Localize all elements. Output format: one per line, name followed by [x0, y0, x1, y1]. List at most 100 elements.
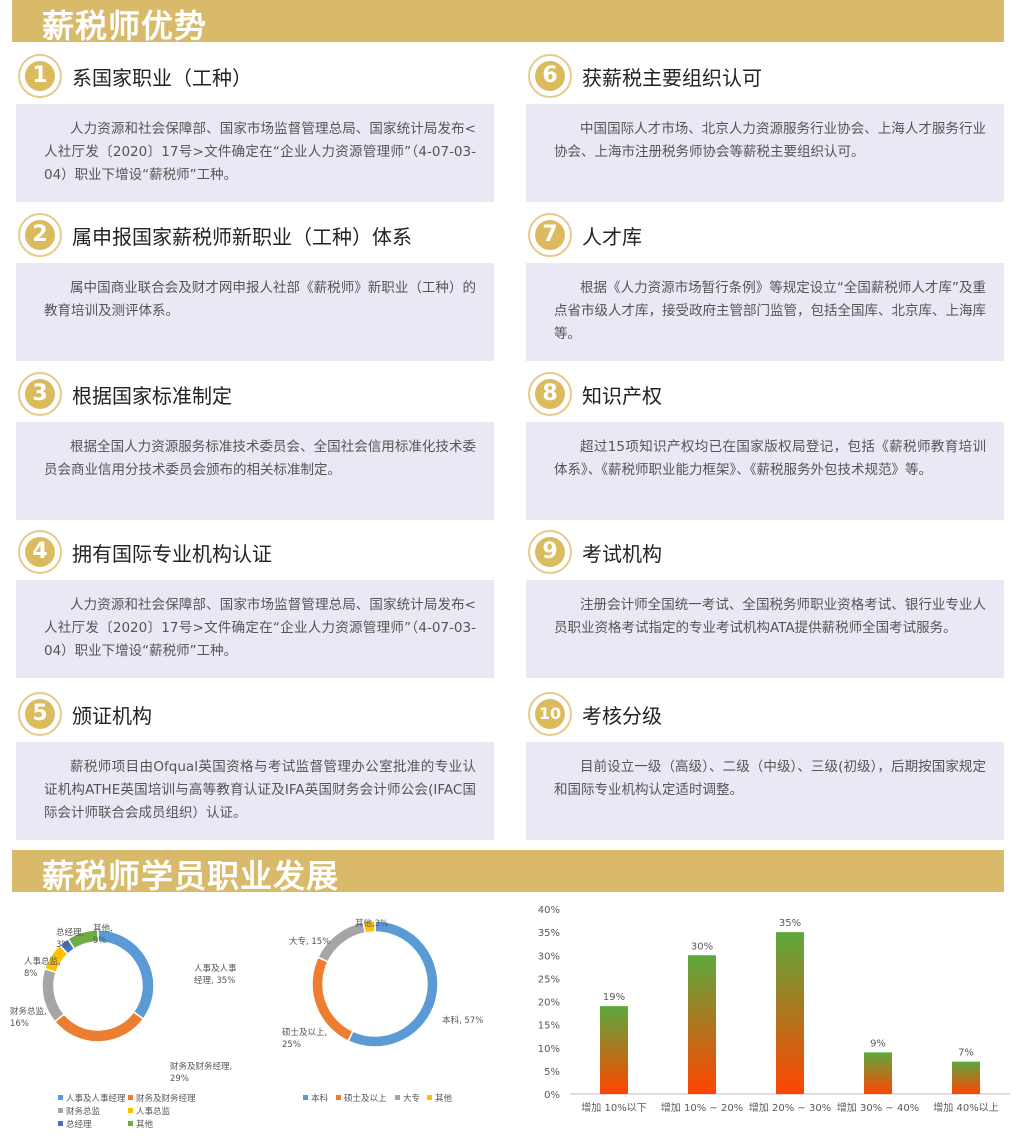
number-badge-icon: 6 — [528, 54, 572, 98]
advantage-text: 目前设立一级（高级）、二级（中级）、三级(初级），后期按国家规定和国际专业机构认… — [526, 742, 1004, 840]
advantage-card: 10 考核分级 目前设立一级（高级）、二级（中级）、三级(初级），后期按国家规定和国… — [526, 686, 1004, 840]
donut-slice — [347, 920, 439, 1048]
advantage-header: 7 人才库 — [526, 207, 1004, 263]
advantage-card: 2 属申报国家薪税师新职业（工种）体系属中国商业联合会及财才网申报人社部《薪税师》… — [16, 207, 494, 361]
advantage-number: 4 — [25, 537, 55, 567]
legend-entry: 其他 — [435, 1093, 453, 1104]
advantage-card: 9 考试机构注册会计师全国统一考试、全国税务师职业资格考试、银行业专业人员职业资格… — [526, 524, 1004, 678]
advantage-card: 8 知识产权超过15项知识产权均已在国家版权局登记，包括《薪税师教育培训体系》、《… — [526, 366, 1004, 520]
legend-swatch — [58, 1095, 63, 1100]
legend-entry: 本科 — [311, 1093, 329, 1104]
advantage-header: 2 属申报国家薪税师新职业（工种）体系 — [16, 207, 494, 263]
bar — [600, 1006, 628, 1094]
legend-swatch — [336, 1095, 341, 1100]
advantage-title: 拥有国际专业机构认证 — [72, 542, 272, 566]
number-badge-icon: 4 — [18, 530, 62, 574]
advantage-card: 3 根据国家标准制定 根据全国人力资源服务标准技术委员会、全国社会信用标准化技术委员… — [16, 366, 494, 520]
slice-label: 人事总监, 8% — [24, 956, 63, 979]
x-tick-label: 增加 10%以下 — [581, 1101, 646, 1114]
donut-slice — [53, 1010, 145, 1043]
salary-increase-bar-chart: 0% 5% 10% 15% 20% 25% 30% 35% 40% 19% 增加 10%以下 30% 增… — [525, 898, 1015, 1142]
x-tick-label: 增加 20% ~ 30% — [749, 1101, 831, 1114]
legend-swatch — [303, 1095, 308, 1100]
legend-swatch — [58, 1121, 63, 1126]
y-tick-label: 20% — [538, 998, 560, 1009]
legend-entry: 总经理 — [66, 1119, 92, 1130]
advantage-text: 人力资源和社会保障部、国家市场监督管理总局、国家统计局发布<人社厅发〔2020〕… — [16, 580, 494, 678]
slice-label: 大专, 15% — [289, 936, 330, 947]
donut-slice — [66, 929, 99, 950]
advantage-title: 考试机构 — [582, 542, 662, 566]
advantage-number: 1 — [25, 61, 55, 91]
advantage-title: 属申报国家薪税师新职业（工种）体系 — [72, 225, 412, 249]
legend-entry: 人事及人事经理 — [66, 1093, 126, 1104]
bar-value-label: 30% — [691, 941, 713, 952]
advantage-header: 3 根据国家标准制定 — [16, 366, 494, 422]
bar-value-label: 19% — [603, 992, 625, 1003]
donut-slice — [362, 920, 376, 934]
job-position-donut-chart: 人事及人事经理, 35% 财务及财务经理, 29% 财务总监, 16% 人事总监, 8… — [0, 898, 250, 1142]
legend-swatch — [395, 1095, 400, 1100]
advantage-header: 5 颁证机构 — [16, 686, 494, 742]
advantage-title: 根据国家标准制定 — [72, 384, 232, 408]
advantage-card: 5 颁证机构 薪税师项目由Ofqual英国资格与考试监督管理办公室批准的专业认证机构… — [16, 686, 494, 840]
advantage-text: 超过15项知识产权均已在国家版权局登记，包括《薪税师教育培训体系》、《薪税师职业… — [526, 422, 1004, 520]
advantage-text: 属中国商业联合会及财才网申报人社部《薪税师》新职业（工种）的教育培训及测评体系。 — [16, 263, 494, 361]
advantage-header: 4 拥有国际专业机构认证 — [16, 524, 494, 580]
section-title-advantages: 薪税师优势 — [42, 7, 208, 45]
advantage-number: 8 — [535, 379, 565, 409]
number-badge-icon: 8 — [528, 372, 572, 416]
slice-label: 其他, 9% — [93, 923, 115, 946]
slice-label: 其他,3% — [355, 918, 388, 929]
y-tick-label: 5% — [544, 1067, 560, 1078]
advantage-header: 10 考核分级 — [526, 686, 1004, 742]
advantage-title: 人才库 — [582, 225, 642, 249]
legend-swatch — [128, 1121, 133, 1126]
number-badge-icon: 2 — [18, 213, 62, 257]
slice-label: 财务总监, 16% — [10, 1006, 49, 1029]
section-banner-advantages: 薪税师优势 — [12, 0, 1004, 45]
advantage-text: 根据《人力资源市场暂行条例》等规定设立“全国薪税师人才库”及重点省市级人才库，接… — [526, 263, 1004, 361]
legend-entry: 财务总监 — [66, 1106, 101, 1117]
legend-entry: 人事总监 — [136, 1106, 171, 1117]
advantage-header: 1 系国家职业（工种） — [16, 48, 494, 104]
number-badge-icon: 10 — [528, 692, 572, 736]
education-donut-chart: 本科, 57% 硕士及以上, 25% 大专, 15% 其他,3% 本科 硕士及以上 大专 其他 — [255, 898, 495, 1142]
advantage-number: 3 — [25, 379, 55, 409]
number-badge-icon: 5 — [18, 692, 62, 736]
bar — [776, 932, 804, 1094]
advantage-text: 中国国际人才市场、北京人力资源服务行业协会、上海人才服务行业协会、上海市注册税务… — [526, 104, 1004, 202]
advantage-card: 4 拥有国际专业机构认证人力资源和社会保障部、国家市场监督管理总局、国家统计局发布… — [16, 524, 494, 678]
advantage-header: 6 获薪税主要组织认可 — [526, 48, 1004, 104]
x-tick-label: 增加 30% ~ 40% — [837, 1101, 919, 1114]
legend-entry: 硕士及以上 — [344, 1093, 387, 1104]
y-tick-label: 25% — [538, 974, 560, 985]
advantage-number: 10 — [535, 699, 565, 729]
bar-value-label: 7% — [958, 1048, 974, 1059]
y-tick-label: 10% — [538, 1044, 560, 1055]
slice-label: 财务及财务经理, 29% — [170, 1061, 235, 1084]
slice-label: 本科, 57% — [442, 1015, 483, 1026]
slice-label: 硕士及以上, 25% — [282, 1027, 330, 1050]
bar — [688, 955, 716, 1094]
slice-label: 总经理, 3% — [56, 927, 87, 950]
bar-value-label: 9% — [870, 1038, 886, 1049]
advantage-number: 7 — [535, 220, 565, 250]
advantage-title: 颁证机构 — [72, 704, 152, 728]
advantage-number: 9 — [535, 537, 565, 567]
advantage-number: 6 — [535, 61, 565, 91]
advantage-text: 注册会计师全国统一考试、全国税务师职业资格考试、银行业专业人员职业资格考试指定的… — [526, 580, 1004, 678]
legend-entry: 财务及财务经理 — [136, 1093, 196, 1104]
advantage-card: 1 系国家职业（工种） 人力资源和社会保障部、国家市场监督管理总局、国家统计局发布<… — [16, 48, 494, 202]
advantage-text: 人力资源和社会保障部、国家市场监督管理总局、国家统计局发布<人社厅发〔2020〕… — [16, 104, 494, 202]
advantage-card: 7 人才库根据《人力资源市场暂行条例》等规定设立“全国薪税师人才库”及重点省市级人… — [526, 207, 1004, 361]
bar-value-label: 35% — [779, 918, 801, 929]
advantage-title: 系国家职业（工种） — [72, 66, 252, 90]
number-badge-icon: 9 — [528, 530, 572, 574]
advantage-card: 6 获薪税主要组织认可 中国国际人才市场、北京人力资源服务行业协会、上海人才服务行业… — [526, 48, 1004, 202]
y-tick-label: 15% — [538, 1021, 560, 1032]
y-tick-label: 40% — [538, 905, 560, 916]
legend-entry: 其他 — [136, 1119, 154, 1130]
advantage-title: 知识产权 — [582, 384, 662, 408]
section-title-career: 薪税师学员职业发展 — [42, 857, 340, 895]
